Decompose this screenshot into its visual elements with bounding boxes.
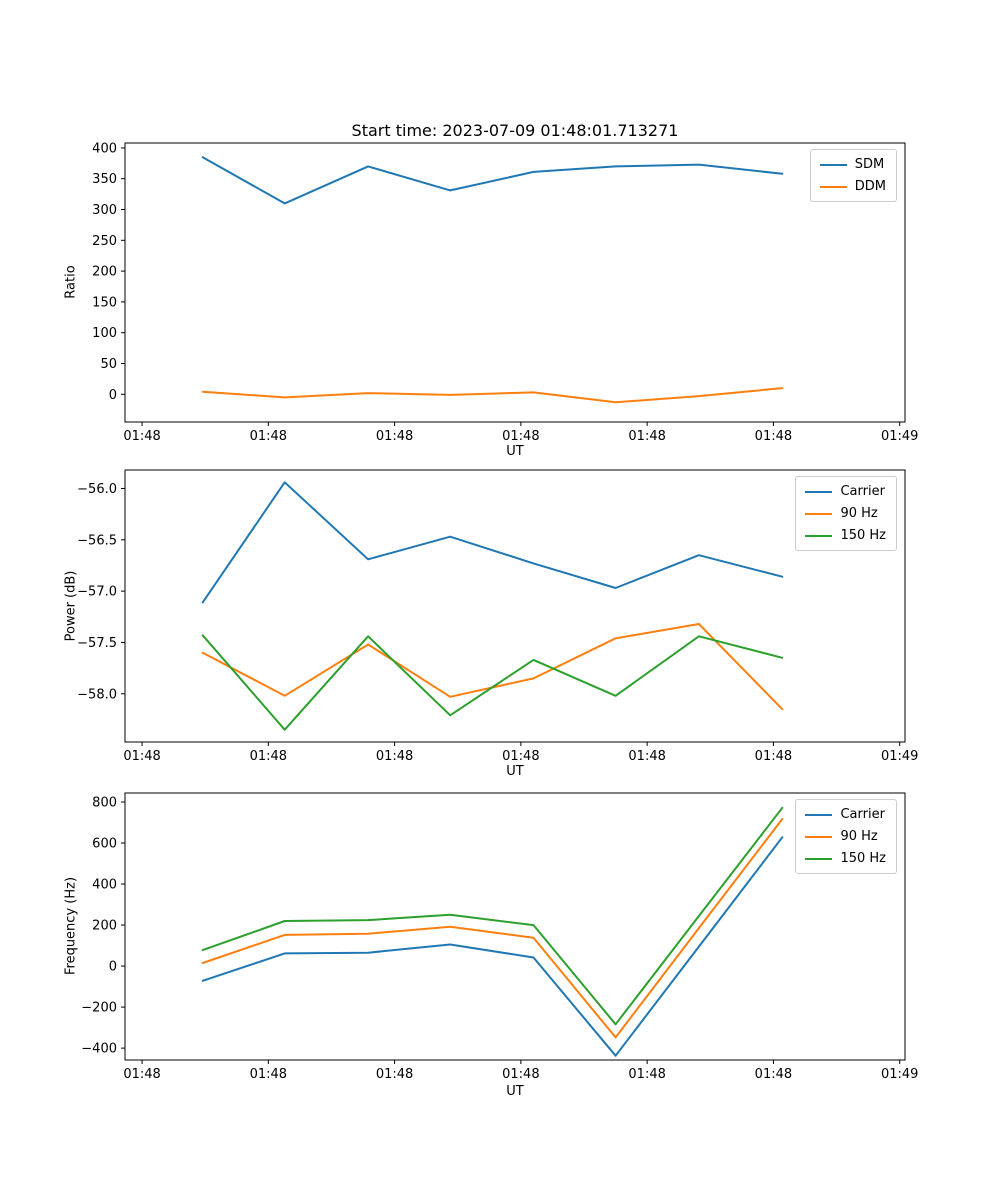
legend-row: Carrier [805, 484, 886, 499]
series-line-90-hz [201, 818, 784, 1039]
legend-line-swatch [805, 490, 833, 493]
legend-row: 150 Hz [805, 851, 886, 866]
x-tick-label: 01:48 [502, 429, 539, 444]
x-tick-label: 01:48 [123, 1067, 160, 1082]
legend-line-swatch [805, 534, 833, 537]
series-line-90-hz [201, 623, 784, 711]
legend-label: 90 Hz [840, 829, 878, 844]
x-tick-label: 01:48 [123, 429, 160, 444]
y-tick-label: 150 [92, 295, 117, 310]
series-line-150-hz [201, 806, 784, 1026]
legend-row: SDM [819, 157, 886, 172]
x-tick-label: 01:49 [881, 749, 918, 764]
legend-label: Carrier [840, 807, 885, 822]
x-tick-label: 01:48 [250, 429, 287, 444]
plot-border [124, 142, 906, 423]
ut-axis-label-middle: UT [506, 764, 524, 779]
legend-line-swatch [805, 813, 833, 816]
x-tick-label: 01:48 [502, 749, 539, 764]
legend-line-swatch [819, 163, 847, 166]
legend-row: Carrier [805, 807, 886, 822]
figure-title: Start time: 2023-07-09 01:48:01.713271 [351, 121, 679, 140]
series-line-sdm [201, 156, 784, 205]
x-tick-label: 01:48 [123, 749, 160, 764]
ratio-chart: 0 50 100 150 200 250 300 350 400 01:48 01:48 01:48 0… [92, 141, 918, 444]
x-tick-label: 01:48 [376, 429, 413, 444]
x-tick-label: 01:48 [755, 1067, 792, 1082]
legend-label: Carrier [840, 484, 885, 499]
y-tick-label: 50 [100, 357, 117, 372]
legend-row: 90 Hz [805, 829, 886, 844]
ut-axis-label-bottom: UT [506, 1084, 524, 1099]
y-tick-label: 0 [109, 388, 117, 403]
legend-row: DDM [819, 179, 886, 194]
y-tick-label: 100 [92, 326, 117, 341]
x-tick-label: 01:48 [376, 749, 413, 764]
y-tick-label: −56.0 [77, 482, 117, 497]
legend-label: 150 Hz [840, 528, 886, 543]
legend-line-swatch [805, 512, 833, 515]
legend-label: 90 Hz [840, 506, 878, 521]
power-chart-legend: Carrier 90 Hz 150 Hz [795, 476, 897, 551]
x-tick-label: 01:48 [628, 749, 665, 764]
x-tick-label: 01:48 [376, 1067, 413, 1082]
y-tick-label: 250 [92, 234, 117, 249]
y-tick-label: 200 [92, 919, 117, 934]
legend-line-swatch [805, 835, 833, 838]
y-tick-label: 300 [92, 203, 117, 218]
x-tick-label: 01:48 [250, 1067, 287, 1082]
y-tick-label: −57.0 [77, 585, 117, 600]
legend-label: DDM [854, 179, 886, 194]
x-tick-label: 01:49 [881, 429, 918, 444]
series-line-carrier [201, 481, 784, 604]
power-axis-label: Power (dB) [63, 570, 79, 642]
y-tick-label: 0 [109, 960, 117, 975]
frequency-chart-legend: Carrier 90 Hz 150 Hz [795, 799, 897, 874]
y-tick-label: 200 [92, 265, 117, 280]
x-tick-label: 01:49 [881, 1067, 918, 1082]
y-tick-label: −200 [81, 1001, 117, 1016]
legend-label: SDM [854, 157, 885, 172]
legend-line-swatch [805, 857, 833, 860]
ratio-axis-label: Ratio [63, 265, 79, 299]
x-tick-label: 01:48 [755, 429, 792, 444]
y-tick-label: −57.5 [77, 636, 117, 651]
x-tick-label: 01:48 [250, 749, 287, 764]
series-line-150-hz [201, 634, 784, 731]
power-chart: −56.0 −56.5 −57.0 −57.5 −58.0 01:48 01:48 01:48… [77, 469, 918, 764]
x-tick-label: 01:48 [755, 749, 792, 764]
legend-row: 90 Hz [805, 506, 886, 521]
x-tick-label: 01:48 [628, 429, 665, 444]
y-tick-label: 400 [92, 878, 117, 893]
y-tick-label: −58.0 [77, 687, 117, 702]
x-tick-label: 01:48 [502, 1067, 539, 1082]
ut-axis-label-top: UT [506, 444, 524, 459]
x-tick-label: 01:48 [628, 1067, 665, 1082]
plot-border [124, 792, 906, 1061]
y-tick-label: −56.5 [77, 533, 117, 548]
ratio-chart-legend: SDM DDM [809, 149, 897, 202]
plot-border [124, 469, 906, 743]
y-tick-label: 600 [92, 837, 117, 852]
series-line-ddm [201, 387, 784, 404]
y-tick-label: 800 [92, 796, 117, 811]
legend-label: 150 Hz [840, 851, 886, 866]
y-tick-label: 350 [92, 172, 117, 187]
series-line-carrier [201, 836, 784, 1057]
frequency-axis-label: Frequency (Hz) [63, 876, 79, 976]
legend-row: 150 Hz [805, 528, 886, 543]
y-tick-label: 400 [92, 141, 117, 156]
frequency-chart: 800 600 400 200 0 −200 −400 01:48 01:48 01:48 01:4… [81, 792, 918, 1082]
legend-line-swatch [819, 185, 847, 188]
y-tick-label: −400 [81, 1042, 117, 1057]
